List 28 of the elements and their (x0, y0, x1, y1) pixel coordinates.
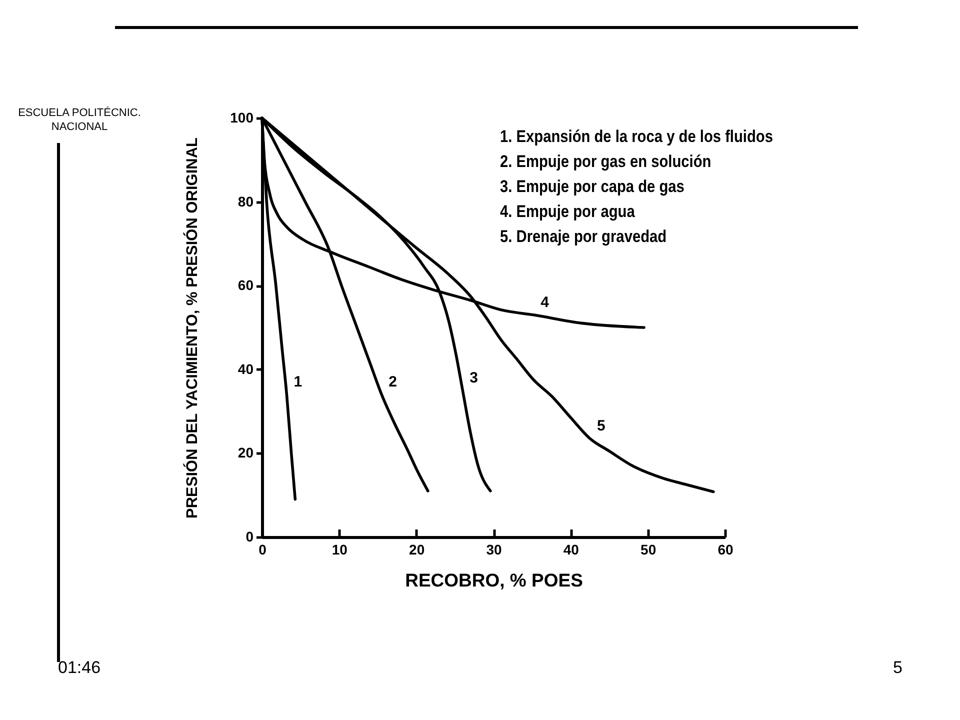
x-axis-title: RECOBRO, % POES (405, 570, 583, 590)
x-tick-label: 60 (718, 542, 734, 558)
series-label: 1 (294, 374, 302, 391)
y-tick-label: 40 (238, 360, 254, 377)
y-tick-label: 60 (238, 277, 254, 294)
x-tick-label: 30 (486, 542, 502, 558)
y-tick-label: 20 (238, 444, 254, 461)
series-label: 5 (596, 418, 606, 435)
annotation: 1. Expansión de la roca y de los fluidos (500, 126, 773, 148)
y-tick-label: 0 (246, 528, 254, 544)
text: ESCUELA POLITÉCNIC. NACIONAL (17, 106, 142, 134)
x-tick-label: 0 (258, 542, 267, 558)
x-tick-label: 40 (563, 542, 580, 558)
text: 01:46 (58, 658, 101, 678)
text: 5 (893, 658, 902, 678)
annotation: 3. Empuje por capa de gas (500, 176, 684, 198)
y-tick-label: 80 (238, 193, 254, 210)
series-label: 3 (470, 369, 478, 386)
x-tick-label: 10 (332, 542, 348, 558)
x-tick-label: 20 (409, 542, 425, 558)
annotation: 2. Empuje por gas en solución (500, 151, 712, 173)
y-tick-label: 100 (230, 110, 254, 126)
x-tick-label: 50 (640, 542, 656, 558)
annotation: 4. Empuje por agua (500, 201, 635, 223)
series-label: 4 (540, 294, 550, 311)
annotation: 5. Drenaje por gravedad (500, 226, 667, 248)
y-axis-title: PRESIÓN DEL YACIMIENTO, % PRESIÓN ORIGINAL (183, 138, 202, 518)
series-label: 2 (388, 374, 397, 391)
